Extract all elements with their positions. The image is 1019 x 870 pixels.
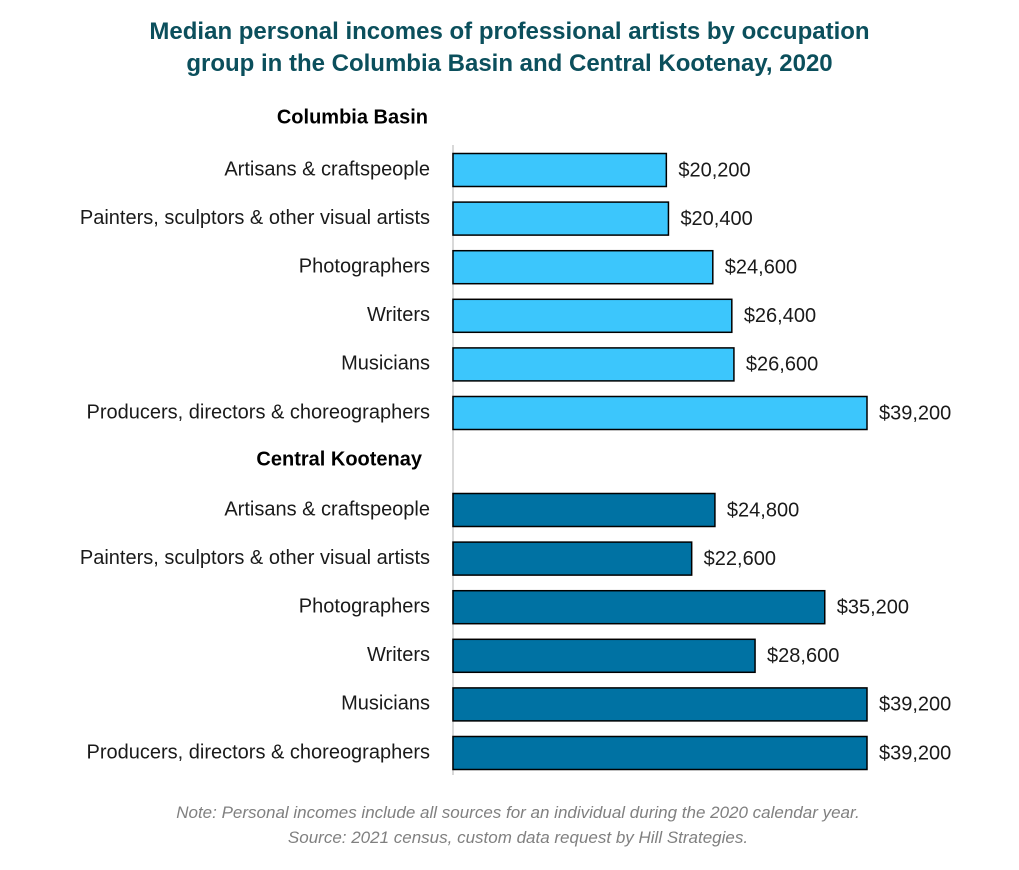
bar-chart: Columbia Basin Artisans & craftspeople $20…: [80, 106, 951, 775]
category-label: Producers, directors & choreographers: [87, 401, 431, 423]
category-label: Artisans & craftspeople: [224, 498, 430, 520]
data-label: $39,200: [879, 742, 951, 764]
bar: [452, 152, 668, 188]
data-label: $26,600: [746, 354, 818, 376]
group-label: Central Kootenay: [256, 448, 422, 470]
bar: [452, 249, 714, 285]
chart-note: Note: Personal incomes include all sourc…: [0, 800, 1019, 850]
bar: [452, 492, 716, 528]
data-label: $28,600: [767, 645, 839, 667]
bar: [452, 541, 693, 576]
chart-title: Median personal incomes of professional …: [0, 16, 1019, 80]
category-label: Painters, sculptors & other visual artis…: [80, 547, 430, 569]
data-label: $39,200: [879, 402, 951, 424]
category-label: Painters, sculptors & other visual artis…: [80, 207, 430, 229]
bar: [452, 298, 733, 334]
bar: [452, 589, 826, 625]
category-label: Photographers: [299, 595, 430, 617]
data-label: $20,200: [678, 159, 750, 181]
chart-title-line-2: group in the Columbia Basin and Central …: [186, 50, 833, 77]
bar: [452, 687, 868, 722]
data-label: $22,600: [704, 548, 776, 570]
data-label: $24,800: [727, 499, 799, 521]
category-label: Musicians: [341, 693, 430, 715]
category-label: Musicians: [341, 353, 430, 375]
bar: [452, 395, 868, 431]
data-label: $24,600: [725, 256, 797, 278]
category-label: Photographers: [299, 255, 430, 277]
category-label: Writers: [367, 644, 430, 666]
data-label: $39,200: [879, 694, 951, 716]
data-label: $35,200: [837, 596, 909, 618]
bar: [452, 638, 756, 674]
note-line-2: Source: 2021 census, custom data request…: [287, 828, 749, 847]
data-label: $26,400: [744, 305, 816, 327]
category-label: Artisans & craftspeople: [224, 158, 430, 180]
bar: [452, 735, 868, 771]
note-line-1: Note: Personal incomes include all sourc…: [176, 803, 860, 822]
bar: [452, 347, 735, 382]
group-label: Columbia Basin: [277, 106, 428, 128]
category-label: Writers: [367, 304, 430, 326]
data-label: $20,400: [680, 208, 752, 230]
bar: [452, 201, 670, 236]
chart-title-line-1: Median personal incomes of professional …: [149, 18, 870, 45]
category-label: Producers, directors & choreographers: [87, 741, 431, 763]
